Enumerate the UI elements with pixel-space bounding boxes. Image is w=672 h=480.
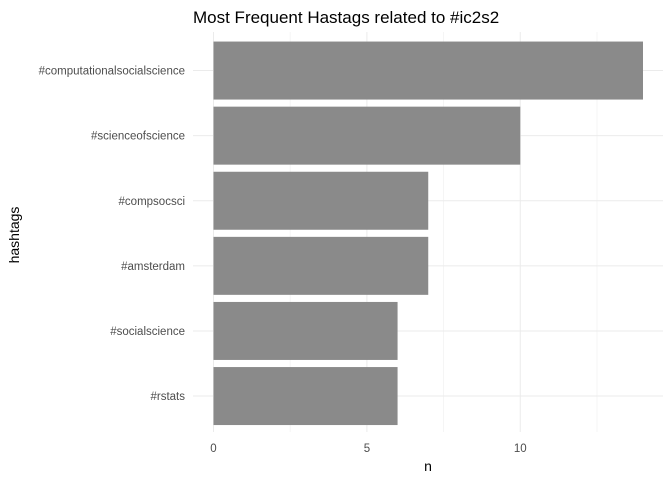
x-tick-label: 0 (210, 443, 216, 455)
bar (213, 106, 521, 165)
x-axis-title: n (424, 458, 432, 474)
y-tick-label: #socialscience (110, 326, 185, 338)
bars (213, 41, 643, 426)
y-tick-label: #computationalsocialscience (39, 66, 185, 78)
y-tick-label: #scienceofscience (91, 131, 185, 143)
bar (213, 171, 429, 230)
y-axis-tick-labels: #computationalsocialscience #scienceofsci… (39, 66, 186, 403)
y-axis-title: hashtags (6, 207, 22, 264)
y-tick-label: #rstats (150, 391, 185, 403)
bar (213, 301, 398, 360)
y-tick-label: #amsterdam (121, 261, 185, 273)
chart-title: Most Frequent Hastags related to #ic2s2 (193, 8, 499, 27)
x-axis-tick-labels: 0 5 10 (210, 443, 526, 455)
bar (213, 41, 643, 100)
bar (213, 236, 429, 295)
bar (213, 367, 398, 426)
x-tick-label: 5 (364, 443, 370, 455)
x-tick-label: 10 (514, 443, 527, 455)
y-tick-label: #compsocsci (119, 196, 185, 208)
